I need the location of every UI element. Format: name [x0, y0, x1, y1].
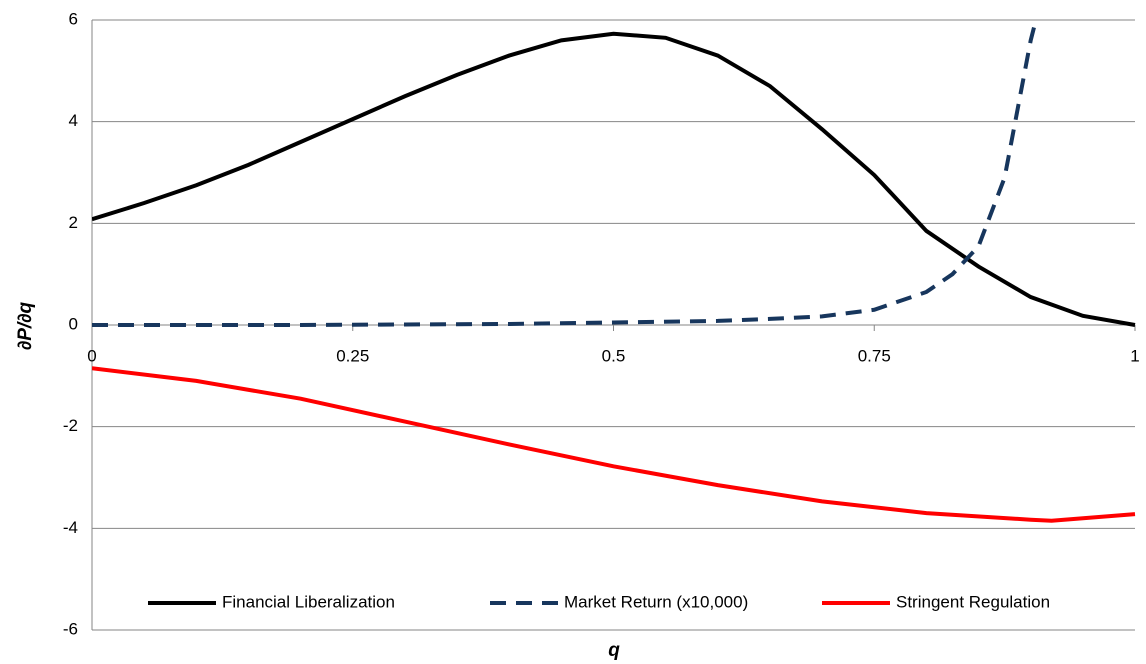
y-tick-label: 6 [69, 9, 78, 28]
y-tick-label: 4 [69, 111, 78, 130]
x-tick-label: 0.75 [858, 346, 891, 365]
legend-label: Stringent Regulation [896, 592, 1050, 611]
y-tick-label: 2 [69, 213, 78, 232]
x-tick-label: 0 [87, 346, 96, 365]
y-tick-label: -4 [63, 518, 78, 537]
series-line [92, 31, 1136, 327]
series-line [92, 19, 1038, 327]
x-axis-title: q [608, 640, 620, 661]
series-line [92, 366, 1136, 523]
x-tick-label: 0.5 [602, 346, 626, 365]
legend-label: Market Return (x10,000) [564, 592, 748, 611]
x-tick-label: 1 [1130, 346, 1139, 365]
y-axis-title: ∂P/∂q [15, 301, 36, 350]
legend-label: Financial Liberalization [222, 592, 395, 611]
y-tick-label: -2 [63, 416, 78, 435]
y-tick-label: 0 [69, 314, 78, 333]
x-tick-label: 0.25 [336, 346, 369, 365]
y-tick-label: -6 [63, 619, 78, 638]
